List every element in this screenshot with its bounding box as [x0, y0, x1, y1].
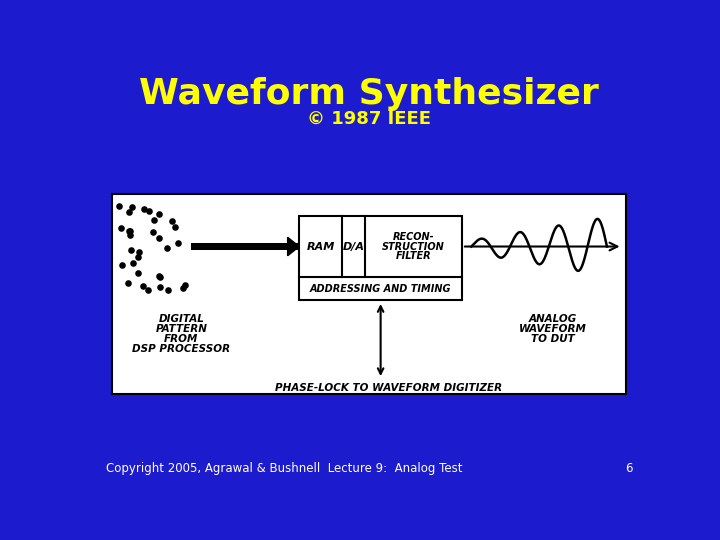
- Text: © 1987 IEEE: © 1987 IEEE: [307, 110, 431, 127]
- Point: [132, 253, 144, 261]
- Point: [154, 283, 166, 292]
- Point: [172, 238, 184, 247]
- Point: [138, 281, 149, 290]
- Point: [123, 208, 135, 217]
- Point: [132, 268, 144, 277]
- Text: ADDRESSING AND TIMING: ADDRESSING AND TIMING: [310, 284, 451, 294]
- Point: [122, 279, 133, 288]
- Text: FROM: FROM: [164, 334, 199, 345]
- Text: 6: 6: [625, 462, 632, 475]
- Point: [148, 228, 159, 237]
- Point: [125, 246, 136, 254]
- Point: [161, 244, 173, 252]
- Point: [179, 280, 191, 289]
- Bar: [191, 242, 300, 251]
- Text: Waveform Synthesizer: Waveform Synthesizer: [139, 77, 599, 111]
- Point: [153, 271, 165, 280]
- Text: RECON-: RECON-: [392, 232, 434, 242]
- Polygon shape: [287, 237, 300, 256]
- Point: [153, 234, 165, 242]
- Point: [148, 215, 160, 224]
- Text: D/A: D/A: [343, 241, 364, 252]
- Point: [163, 285, 174, 294]
- Point: [143, 207, 155, 215]
- Point: [133, 248, 145, 256]
- Text: PATTERN: PATTERN: [156, 325, 207, 334]
- Text: WAVEFORM: WAVEFORM: [518, 325, 587, 334]
- Point: [114, 202, 125, 211]
- Text: PHASE-LOCK TO WAVEFORM DIGITIZER: PHASE-LOCK TO WAVEFORM DIGITIZER: [275, 383, 502, 393]
- Text: STRUCTION: STRUCTION: [382, 241, 445, 252]
- Point: [153, 210, 165, 219]
- Bar: [300, 215, 462, 300]
- Point: [142, 286, 153, 294]
- Point: [127, 258, 138, 267]
- Point: [125, 227, 136, 235]
- Text: FILTER: FILTER: [396, 251, 431, 261]
- Point: [124, 231, 135, 240]
- Point: [126, 203, 138, 212]
- Point: [166, 217, 178, 225]
- Point: [115, 224, 127, 232]
- Point: [169, 222, 181, 231]
- Text: TO DUT: TO DUT: [531, 334, 575, 345]
- Text: RAM: RAM: [307, 241, 335, 252]
- Point: [154, 273, 166, 282]
- Point: [138, 205, 150, 213]
- Text: Copyright 2005, Agrawal & Bushnell  Lecture 9:  Analog Test: Copyright 2005, Agrawal & Bushnell Lectu…: [106, 462, 462, 475]
- Point: [123, 226, 135, 235]
- Bar: [112, 194, 626, 394]
- Text: ANALOG: ANALOG: [528, 314, 577, 325]
- Text: DIGITAL: DIGITAL: [158, 314, 204, 325]
- Point: [116, 260, 127, 269]
- Text: DSP PROCESSOR: DSP PROCESSOR: [132, 345, 230, 354]
- Point: [178, 284, 189, 293]
